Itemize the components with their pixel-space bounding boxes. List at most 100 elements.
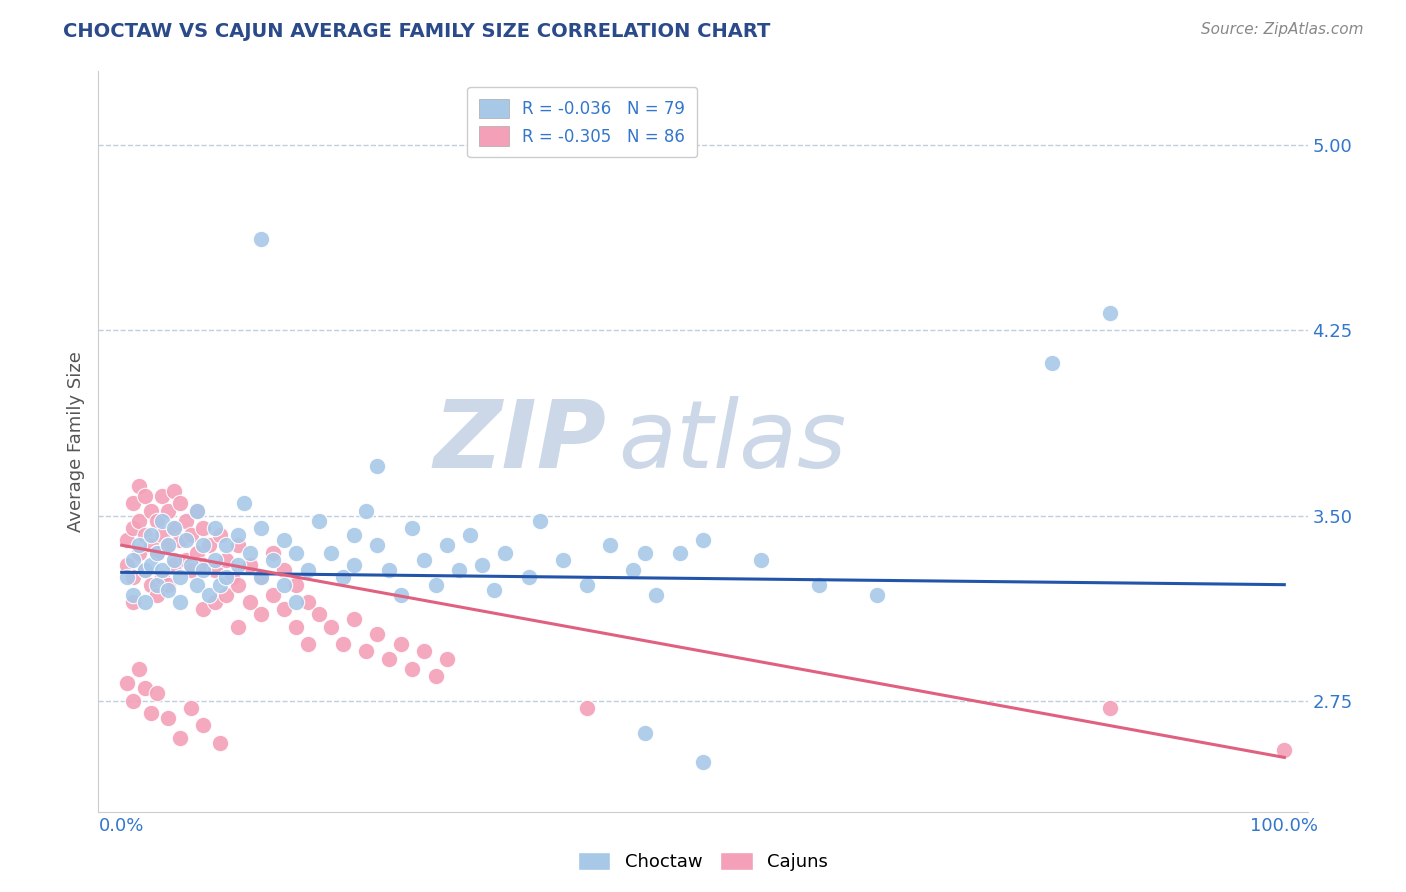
Point — [186, 546, 208, 560]
Point — [128, 479, 150, 493]
Point — [1040, 355, 1063, 369]
Point — [232, 496, 254, 510]
Point — [436, 651, 458, 665]
Y-axis label: Average Family Size: Average Family Size — [66, 351, 84, 532]
Point — [157, 503, 180, 517]
Point — [134, 681, 156, 696]
Point — [273, 533, 295, 548]
Point — [139, 558, 162, 572]
Point — [204, 595, 226, 609]
Point — [621, 563, 644, 577]
Point — [198, 588, 221, 602]
Point — [239, 558, 262, 572]
Point — [117, 558, 139, 572]
Point — [134, 489, 156, 503]
Point — [808, 577, 831, 591]
Point — [204, 521, 226, 535]
Point — [163, 558, 186, 572]
Point — [1272, 743, 1295, 757]
Point — [180, 528, 202, 542]
Point — [319, 620, 342, 634]
Point — [517, 570, 540, 584]
Point — [343, 558, 366, 572]
Point — [285, 620, 308, 634]
Point — [471, 558, 494, 572]
Point — [150, 570, 173, 584]
Point — [297, 563, 319, 577]
Point — [139, 503, 162, 517]
Point — [413, 553, 436, 567]
Point — [191, 558, 214, 572]
Point — [262, 588, 284, 602]
Point — [1098, 701, 1121, 715]
Point — [191, 521, 214, 535]
Point — [343, 612, 366, 626]
Point — [239, 595, 262, 609]
Point — [180, 558, 202, 572]
Point — [139, 706, 162, 720]
Point — [186, 503, 208, 517]
Point — [180, 563, 202, 577]
Point — [378, 563, 401, 577]
Point — [163, 553, 186, 567]
Point — [692, 756, 714, 770]
Point — [250, 232, 273, 246]
Point — [134, 563, 156, 577]
Point — [169, 595, 191, 609]
Point — [139, 577, 162, 591]
Point — [273, 602, 295, 616]
Text: ZIP: ZIP — [433, 395, 606, 488]
Point — [180, 701, 202, 715]
Point — [226, 577, 249, 591]
Point — [209, 577, 232, 591]
Point — [139, 528, 162, 542]
Point — [157, 711, 180, 725]
Point — [150, 528, 173, 542]
Point — [145, 588, 167, 602]
Point — [122, 595, 145, 609]
Point — [117, 676, 139, 690]
Point — [169, 570, 191, 584]
Point — [134, 528, 156, 542]
Point — [174, 514, 197, 528]
Point — [145, 546, 167, 560]
Point — [122, 694, 145, 708]
Point — [204, 553, 226, 567]
Point — [285, 577, 308, 591]
Point — [297, 595, 319, 609]
Point — [425, 669, 447, 683]
Point — [128, 546, 150, 560]
Point — [529, 514, 551, 528]
Point — [186, 577, 208, 591]
Point — [378, 651, 401, 665]
Point — [343, 528, 366, 542]
Point — [401, 662, 423, 676]
Point — [436, 538, 458, 552]
Point — [668, 546, 690, 560]
Point — [866, 588, 889, 602]
Point — [157, 582, 180, 597]
Legend: R = -0.036   N = 79, R = -0.305   N = 86: R = -0.036 N = 79, R = -0.305 N = 86 — [467, 87, 697, 157]
Point — [308, 514, 330, 528]
Point — [145, 514, 167, 528]
Point — [553, 553, 575, 567]
Point — [401, 521, 423, 535]
Point — [250, 570, 273, 584]
Text: Source: ZipAtlas.com: Source: ZipAtlas.com — [1201, 22, 1364, 37]
Point — [122, 588, 145, 602]
Point — [128, 538, 150, 552]
Point — [262, 546, 284, 560]
Point — [599, 538, 621, 552]
Point — [169, 731, 191, 745]
Point — [332, 570, 354, 584]
Point — [128, 514, 150, 528]
Text: CHOCTAW VS CAJUN AVERAGE FAMILY SIZE CORRELATION CHART: CHOCTAW VS CAJUN AVERAGE FAMILY SIZE COR… — [63, 22, 770, 41]
Point — [150, 514, 173, 528]
Point — [163, 521, 186, 535]
Point — [250, 570, 273, 584]
Point — [285, 595, 308, 609]
Text: atlas: atlas — [619, 396, 846, 487]
Point — [134, 595, 156, 609]
Point — [226, 620, 249, 634]
Point — [150, 489, 173, 503]
